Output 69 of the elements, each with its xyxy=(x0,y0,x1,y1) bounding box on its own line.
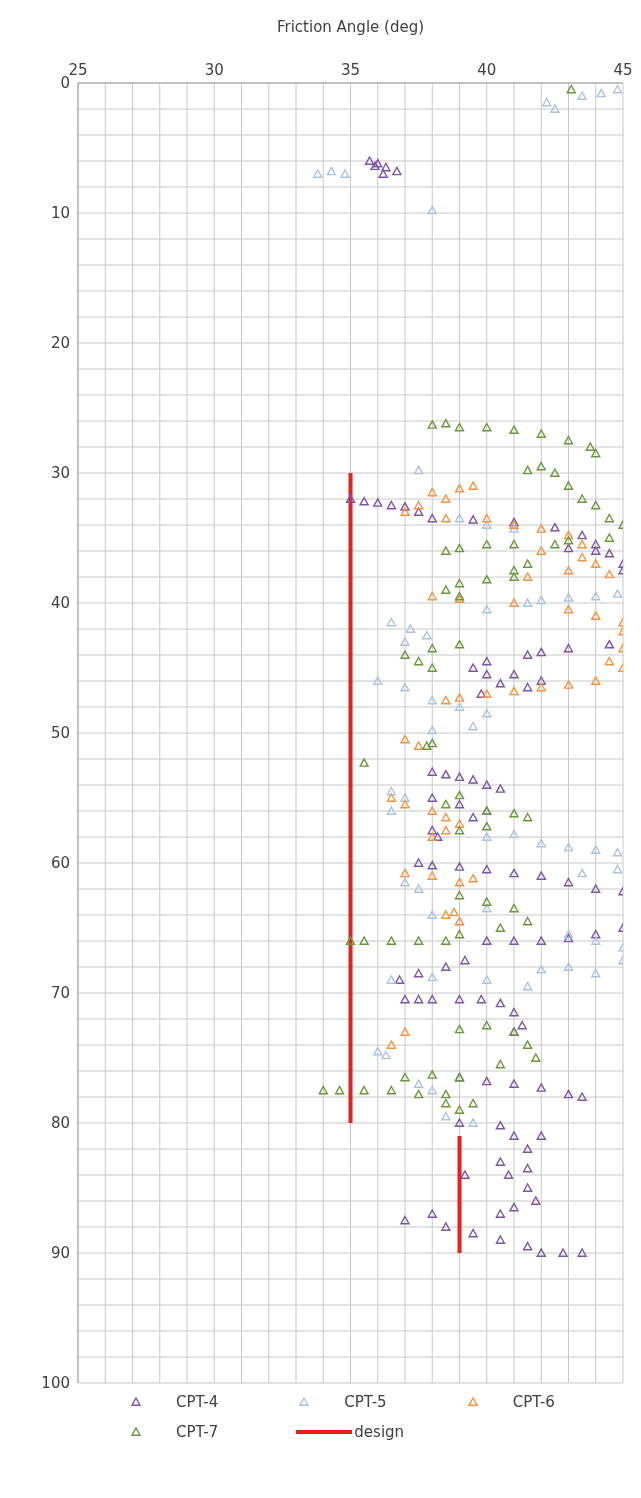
point xyxy=(413,741,424,750)
point xyxy=(454,483,465,493)
point xyxy=(604,656,615,666)
point xyxy=(509,598,519,607)
point xyxy=(441,695,451,705)
y-tick-label: 10 xyxy=(50,204,70,223)
point xyxy=(509,520,519,529)
point xyxy=(563,530,574,540)
point xyxy=(449,907,459,917)
x-tick-label: 30 xyxy=(204,61,224,79)
x-tick-label: 25 xyxy=(68,61,88,79)
point xyxy=(454,693,465,702)
point xyxy=(413,500,424,510)
point xyxy=(441,494,451,503)
point xyxy=(468,873,478,883)
point xyxy=(454,877,465,887)
y-tick-label: 100 xyxy=(41,1374,70,1393)
point xyxy=(441,910,451,919)
point xyxy=(536,546,546,555)
point xyxy=(591,676,601,685)
point xyxy=(536,682,546,692)
y-tick-label: 30 xyxy=(50,464,70,483)
x-tick-label: 40 xyxy=(477,61,497,79)
y-tick-label: 90 xyxy=(50,1244,70,1263)
point xyxy=(563,604,574,614)
point xyxy=(482,689,492,698)
point xyxy=(591,611,601,620)
y-tick-label: 60 xyxy=(50,854,70,873)
point xyxy=(427,591,437,601)
y-tick-label: 20 xyxy=(50,334,70,353)
point xyxy=(427,806,437,815)
legend-label: CPT-4 xyxy=(176,1393,219,1411)
point xyxy=(522,572,533,581)
point xyxy=(509,686,519,696)
legend-label: design xyxy=(354,1423,405,1441)
point xyxy=(386,793,397,802)
point xyxy=(441,513,451,523)
point xyxy=(577,552,587,562)
point xyxy=(427,487,437,497)
point xyxy=(454,819,465,828)
point xyxy=(441,825,451,835)
y-tick-label: 80 xyxy=(50,1114,70,1133)
point xyxy=(400,507,410,516)
point xyxy=(563,680,574,689)
x-tick-label: 35 xyxy=(340,61,361,79)
y-tick-label: 70 xyxy=(50,984,70,1003)
legend-label: CPT-5 xyxy=(344,1393,387,1411)
point xyxy=(577,539,587,549)
y-tick-label: 0 xyxy=(60,74,70,93)
point xyxy=(468,481,478,490)
point xyxy=(482,513,492,523)
point xyxy=(591,559,601,568)
y-tick-label: 50 xyxy=(50,724,70,743)
point xyxy=(563,565,574,575)
point xyxy=(536,524,546,533)
y-tick-label: 40 xyxy=(50,594,70,613)
x-tick-label: 45 xyxy=(613,61,633,79)
x-axis-title: Friction Angle (deg) xyxy=(276,17,425,36)
point xyxy=(386,1040,397,1049)
point xyxy=(400,1027,410,1036)
legend-label: CPT-6 xyxy=(512,1393,555,1411)
point xyxy=(427,871,437,880)
point xyxy=(427,832,437,841)
point xyxy=(400,868,410,878)
point xyxy=(441,812,451,822)
point xyxy=(604,569,615,579)
point xyxy=(400,799,410,809)
legend-label: CPT-7 xyxy=(176,1423,219,1441)
point xyxy=(400,734,410,744)
